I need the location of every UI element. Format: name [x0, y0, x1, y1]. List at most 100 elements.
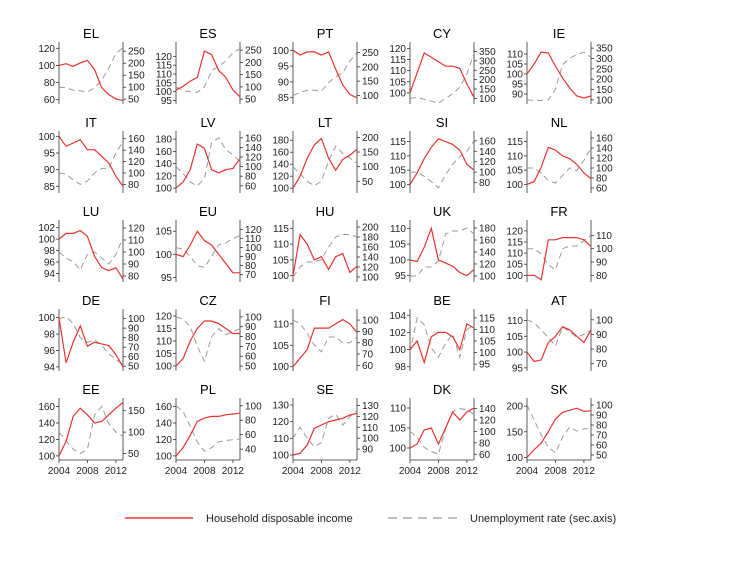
- y2-tick-label: 100: [479, 427, 496, 438]
- y2-tick-label: 80: [479, 178, 491, 189]
- unemployment-line: [292, 52, 358, 96]
- panel-title: EL: [83, 26, 99, 41]
- y-tick-label: 100: [38, 235, 55, 246]
- income-line: [409, 407, 475, 449]
- y-tick-label: 120: [155, 52, 172, 63]
- y2-tick-label: 250: [596, 64, 613, 75]
- y2-tick-label: 60: [596, 184, 608, 195]
- y-tick-label: 110: [507, 249, 523, 260]
- y2-tick-label: 180: [479, 224, 496, 235]
- y2-tick-label: 100: [596, 401, 613, 412]
- y-tick-label: 110: [273, 240, 289, 251]
- y2-tick-label: 100: [362, 434, 379, 445]
- y-tick-label: 120: [506, 226, 523, 237]
- panel-title: LU: [83, 204, 100, 219]
- y2-tick-label: 160: [245, 133, 262, 144]
- panel-title: ES: [199, 26, 217, 41]
- y2-tick-label: 50: [128, 95, 140, 106]
- y2-tick-label: 100: [596, 95, 613, 106]
- panel-pl: PL 100 120 140 160 40 60 80 100 2004 2008 2012: [155, 382, 262, 477]
- panel-title: CY: [433, 26, 451, 41]
- unemployment-line: [292, 145, 358, 187]
- income-line: [527, 237, 592, 281]
- unemployment-line: [409, 316, 475, 360]
- y-tick-label: 100: [272, 271, 289, 282]
- y-tick-label: 100: [506, 348, 523, 359]
- unemployment-line: [292, 319, 358, 353]
- y-tick-label: 95: [512, 363, 524, 374]
- y2-tick-label: 40: [245, 445, 257, 456]
- y-tick-label: 100: [38, 313, 55, 324]
- y-tick-label: 120: [272, 417, 289, 428]
- y2-tick-label: 130: [362, 401, 379, 412]
- y2-tick-label: 60: [362, 361, 374, 372]
- panel-title: LV: [201, 115, 216, 130]
- y2-tick-label: 100: [596, 164, 613, 175]
- y2-tick-label: 100: [128, 248, 145, 259]
- y-tick-label: 115: [390, 137, 406, 148]
- y-tick-label: 100: [272, 362, 289, 373]
- x-tick-label: 2004: [165, 466, 188, 477]
- y-tick-label: 100: [155, 87, 172, 98]
- y2-tick-label: 70: [596, 431, 608, 442]
- y2-tick-label: 250: [128, 47, 145, 58]
- y2-tick-label: 100: [128, 314, 145, 325]
- panel-title: BE: [433, 293, 451, 308]
- y2-tick-label: 120: [128, 224, 145, 235]
- y-tick-label: 110: [273, 319, 289, 330]
- y2-tick-label: 105: [479, 337, 496, 348]
- y-tick-label: 160: [155, 402, 172, 413]
- y-tick-label: 120: [389, 44, 406, 55]
- income-line: [58, 317, 124, 368]
- y2-tick-label: 250: [479, 66, 496, 77]
- income-line: [292, 49, 358, 99]
- y-tick-label: 140: [38, 419, 55, 430]
- unemployment-line: [58, 47, 124, 93]
- y2-tick-label: 100: [362, 316, 379, 327]
- y2-tick-label: 350: [479, 47, 496, 58]
- y-tick-label: 100: [38, 61, 55, 72]
- y2-tick-label: 150: [128, 406, 145, 417]
- y2-tick-label: 80: [128, 272, 140, 283]
- income-line: [175, 230, 240, 274]
- y-tick-label: 100: [38, 451, 55, 462]
- legend-income-label: Household disposable income: [206, 513, 353, 525]
- income-line: [526, 51, 592, 99]
- unemployment-line: [526, 319, 592, 348]
- unemployment-line: [58, 237, 124, 271]
- y2-tick-label: 60: [128, 352, 140, 363]
- y-tick-label: 115: [156, 61, 172, 72]
- y-tick-label: 104: [389, 311, 406, 322]
- y-tick-label: 100: [389, 255, 406, 266]
- x-tick-label: 2012: [339, 466, 362, 477]
- y-tick-label: 105: [155, 349, 172, 360]
- chart-panels: EL608010012050100150200250ES951001051101…: [38, 26, 613, 477]
- y2-tick-label: 70: [245, 270, 257, 281]
- y-tick-label: 80: [44, 78, 56, 89]
- y2-tick-label: 100: [245, 312, 262, 323]
- x-tick-label: 2012: [456, 466, 479, 477]
- y2-tick-label: 80: [245, 261, 257, 272]
- y-tick-label: 105: [506, 166, 523, 177]
- y-tick-label: 95: [512, 80, 524, 91]
- x-tick-label: 2012: [222, 466, 245, 477]
- y2-tick-label: 120: [245, 225, 262, 236]
- y2-tick-label: 95: [479, 360, 491, 371]
- y-tick-label: 110: [273, 434, 289, 445]
- y2-tick-label: 90: [596, 411, 608, 422]
- y-tick-label: 105: [389, 77, 406, 88]
- panel-title: PT: [317, 26, 334, 41]
- y-tick-label: 110: [507, 50, 523, 61]
- y-tick-label: 120: [38, 44, 55, 55]
- x-tick-label: 2004: [516, 466, 539, 477]
- income-line: [58, 59, 124, 102]
- y2-tick-label: 80: [596, 345, 608, 356]
- y-tick-label: 102: [38, 223, 55, 234]
- income-line: [409, 322, 475, 365]
